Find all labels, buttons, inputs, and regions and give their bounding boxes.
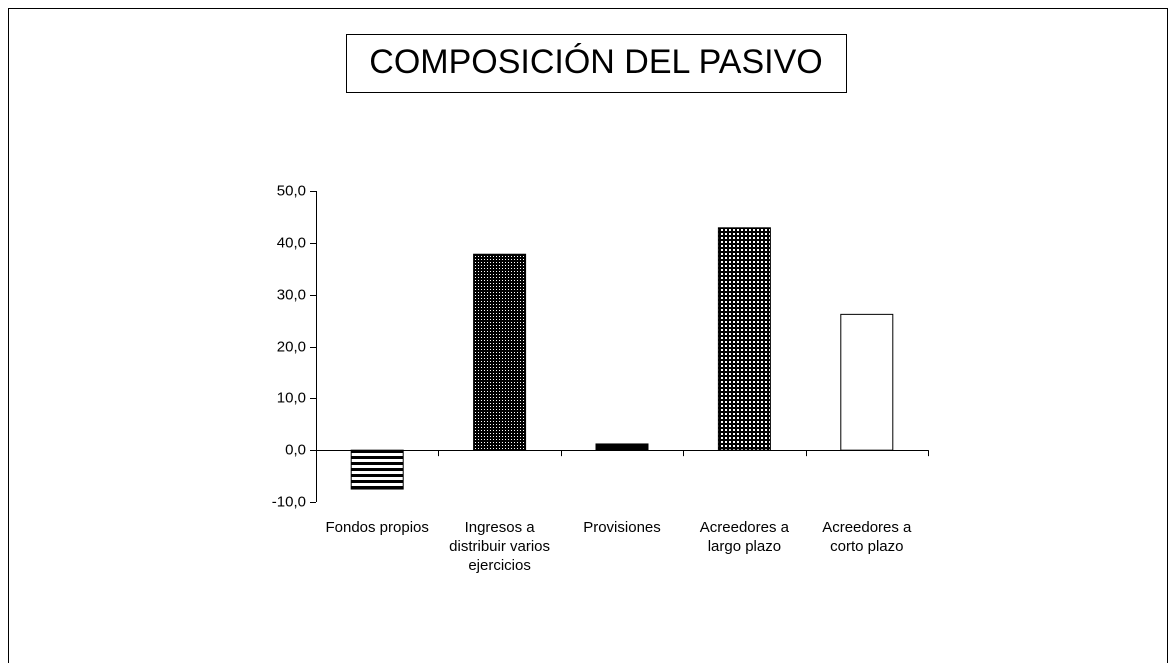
y-tick-label: 10,0 [277, 389, 306, 406]
y-tick-label: 50,0 [277, 182, 306, 199]
bar [473, 253, 527, 451]
x-tick-label: Ingresos a distribuir varios ejercicios [449, 519, 551, 574]
bar [350, 449, 404, 490]
chart-title: COMPOSICIÓN DEL PASIVO [369, 43, 822, 81]
x-tick-label: Acreedores a corto plazo [822, 519, 912, 555]
y-tick-label: 0,0 [285, 441, 306, 458]
x-tick-label: Fondos propios [325, 519, 429, 536]
y-tick-label: 40,0 [277, 234, 306, 251]
y-tick-label: 30,0 [277, 286, 306, 303]
y-tick-label: -10,0 [272, 493, 306, 510]
frame [8, 8, 1168, 663]
bar [840, 313, 894, 451]
x-tick-label: Provisiones [583, 519, 661, 536]
title-box [346, 34, 847, 93]
bar [595, 443, 649, 451]
bar [717, 227, 771, 451]
y-tick-label: 20,0 [277, 338, 306, 355]
x-tick-label: Acreedores a largo plazo [699, 519, 789, 555]
